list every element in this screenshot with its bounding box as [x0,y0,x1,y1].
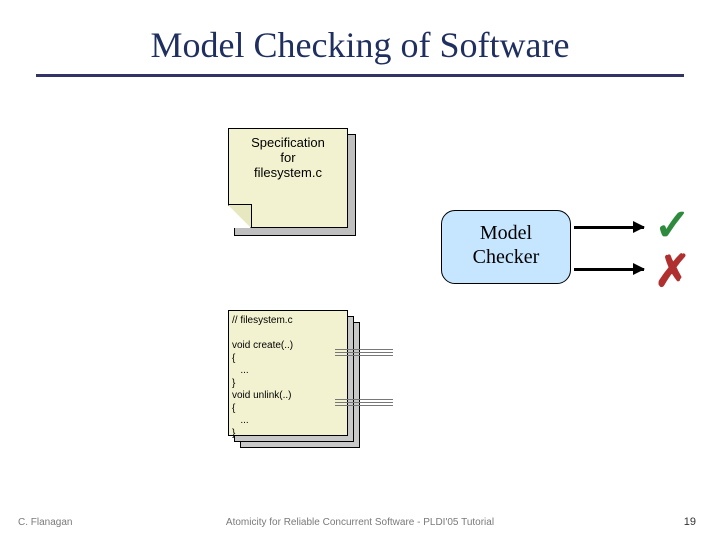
spec-document: Specification for filesystem.c [228,128,358,238]
code-l5: void unlink(..) [232,390,344,403]
code-l1: void create(..) [232,340,344,353]
code-l3: ... [232,365,344,378]
spec-line2: for [229,150,347,165]
connector-lines-icon [335,399,393,407]
code-document: // filesystem.c void create(..) { ... } … [228,310,368,450]
code-l2: { [232,353,344,366]
model-checker-node: Model Checker [441,210,571,284]
ok-mark-icon: ✓ [654,204,691,248]
spec-line1: Specification [229,135,347,150]
footer-title: Atomicity for Reliable Concurrent Softwa… [0,517,720,528]
connector-lines-icon [335,349,393,357]
arrow-fail [574,268,644,271]
code-l7: ... [232,415,344,428]
checker-line2: Checker [442,245,570,269]
code-l6: { [232,403,344,416]
arrow-ok [574,226,644,229]
footer-page-number: 19 [684,516,696,528]
checker-line1: Model [442,221,570,245]
code-header: // filesystem.c [232,315,344,328]
page-title: Model Checking of Software [0,0,720,74]
code-l4: } [232,378,344,391]
fail-mark-icon: ✗ [654,250,691,294]
spec-line3: filesystem.c [229,165,347,180]
title-rule [36,74,684,77]
code-l8: } [232,428,344,441]
